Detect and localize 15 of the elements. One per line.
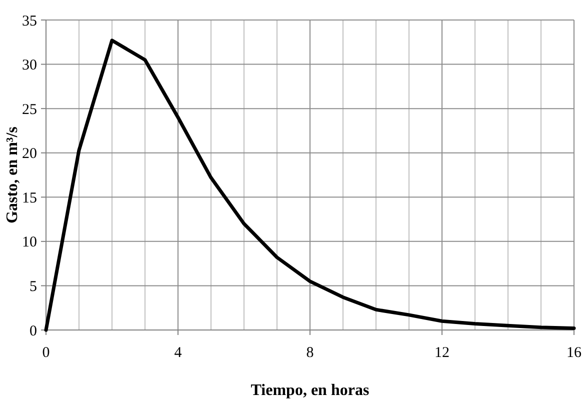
y-tick-label: 5 xyxy=(30,278,37,295)
x-tick-label: 16 xyxy=(566,345,582,361)
x-tick-label: 4 xyxy=(174,345,182,361)
y-tick-label: 30 xyxy=(22,58,37,74)
y-tick-label: 0 xyxy=(30,323,37,340)
y-axis-title: Gasto, en m³/s xyxy=(4,126,21,224)
y-tick-label: 25 xyxy=(22,102,37,118)
y-tick-label: 15 xyxy=(22,190,37,206)
x-tick-label: 8 xyxy=(306,345,314,361)
x-axis-title: Tiempo, en horas xyxy=(250,382,370,399)
y-tick-label: 10 xyxy=(22,234,37,251)
y-tick-label: 35 xyxy=(22,13,37,30)
x-tick-label: 12 xyxy=(434,345,450,361)
y-tick-label: 20 xyxy=(22,146,37,162)
x-tick-label: 0 xyxy=(42,345,50,361)
